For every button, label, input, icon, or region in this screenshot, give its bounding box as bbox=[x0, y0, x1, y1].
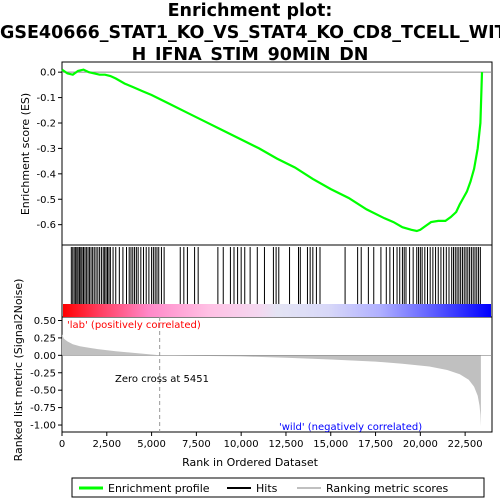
metric-y-tick-label: 0.25 bbox=[34, 333, 56, 344]
es-y-tick-label: -0.3 bbox=[36, 144, 56, 155]
hit-marks bbox=[70, 247, 481, 304]
metric-y-tick-label: 0.50 bbox=[34, 316, 56, 327]
x-axis-label: Rank in Ordered Dataset bbox=[182, 456, 319, 469]
legend-label-metric: Ranking metric scores bbox=[326, 482, 448, 495]
title-line-3: H_IFNA_STIM_90MIN_DN bbox=[131, 45, 369, 65]
zero-cross-label: Zero cross at 5451 bbox=[115, 374, 209, 385]
es-panel bbox=[61, 61, 493, 246]
metric-y-tick-label: -0.75 bbox=[30, 403, 56, 414]
x-axis: 0 2,500 5,000 7,500 10,000 12,500 15,000 17,500… bbox=[59, 432, 483, 450]
x-tick-label: 22,500 bbox=[448, 439, 483, 450]
legend-label-enrichment: Enrichment profile bbox=[108, 482, 210, 495]
x-tick-label: 0 bbox=[59, 439, 65, 450]
metric-y-axis: 0.50 0.25 0.00 -0.25 -0.50 -0.75 -1.00 bbox=[30, 316, 62, 432]
negative-correlation-label: 'wild' (negatively correlated) bbox=[279, 422, 422, 433]
es-y-axis-label: Enrichment score (ES) bbox=[19, 93, 32, 215]
legend: Enrichment profile Hits Ranking metric s… bbox=[71, 477, 485, 498]
x-tick-label: 10,000 bbox=[224, 439, 259, 450]
metric-panel bbox=[61, 316, 493, 433]
x-tick-label: 12,500 bbox=[268, 439, 303, 450]
chart-title: Enrichment plot: GSE40666_STAT1_KO_VS_ST… bbox=[0, 0, 500, 66]
es-y-tick-label: 0.0 bbox=[40, 68, 56, 79]
ranked-list-color-bar bbox=[63, 304, 491, 317]
metric-y-axis-label: Ranked list metric (Signal2Noise) bbox=[12, 279, 25, 462]
legend-box bbox=[71, 477, 485, 498]
es-y-tick-label: -0.1 bbox=[36, 93, 56, 104]
ranking-metric-area bbox=[62, 334, 481, 427]
metric-y-tick-label: -1.00 bbox=[30, 421, 56, 432]
enrichment-profile-line bbox=[61, 68, 484, 233]
es-y-tick-label: -0.4 bbox=[36, 169, 56, 180]
x-tick-label: 15,000 bbox=[313, 439, 348, 450]
es-y-tick-label: -0.2 bbox=[36, 119, 56, 130]
x-tick-label: 20,000 bbox=[403, 439, 438, 450]
es-y-axis: 0.0 -0.1 -0.2 -0.3 -0.4 -0.5 -0.6 bbox=[36, 68, 62, 231]
legend-label-hits: Hits bbox=[256, 482, 278, 495]
x-tick-label: 2,500 bbox=[92, 439, 121, 450]
x-tick-label: 5,000 bbox=[137, 439, 166, 450]
es-y-tick-label: -0.5 bbox=[36, 195, 56, 206]
metric-y-tick-label: 0.00 bbox=[34, 351, 56, 362]
x-tick-label: 7,500 bbox=[182, 439, 211, 450]
title-line-1: Enrichment plot: bbox=[167, 1, 333, 21]
metric-y-tick-label: -0.50 bbox=[30, 386, 56, 397]
es-y-tick-label: -0.6 bbox=[36, 220, 56, 231]
positive-correlation-label: 'lab' (positively correlated) bbox=[67, 320, 201, 331]
metric-y-tick-label: -0.25 bbox=[30, 368, 56, 379]
x-tick-label: 17,500 bbox=[358, 439, 393, 450]
title-line-2: GSE40666_STAT1_KO_VS_STAT4_KO_CD8_TCELL_… bbox=[0, 23, 500, 43]
